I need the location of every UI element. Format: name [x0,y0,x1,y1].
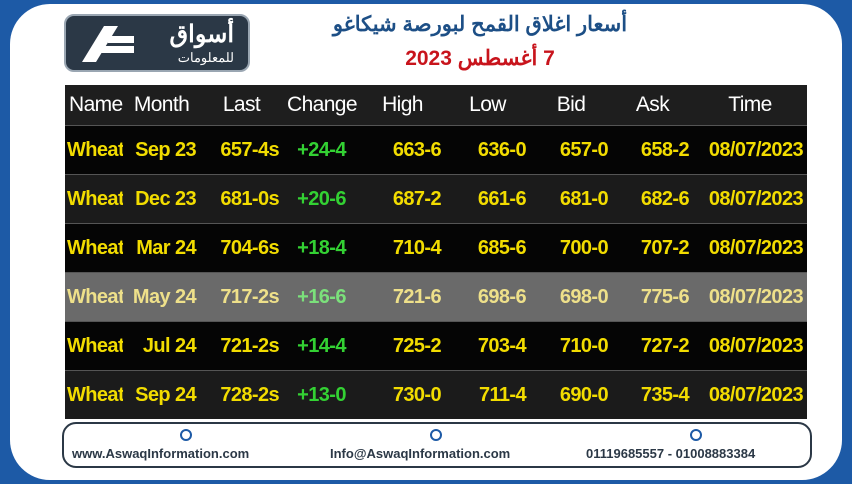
table-cell: 663-6 [360,125,445,175]
logo: أسواق للمعلومات [64,14,250,72]
column-header: Ask [612,85,693,126]
table-cell: 725-2 [360,321,445,371]
website: www.AswaqInformation.com [72,446,250,461]
table-cell: 08/07/2023 [693,223,807,273]
table-cell: May 24 [123,272,200,322]
table-cell: Wheat [65,370,123,419]
column-header: Last [200,85,283,126]
logo-icon [82,26,134,62]
logo-name: أسواق [169,21,234,48]
table-cell: 735-4 [612,370,693,419]
table-row: Wheat Jul 24 721-2s +14-4 725-2 703-4 710-0 727… [65,321,807,371]
table-cell: 730-0 [360,370,445,419]
table-cell: 681-0 [530,174,612,224]
column-header: Low [445,85,530,126]
table-row: Wheat Dec 23 681-0s +20-6 687-2 661-6 681-0 682… [65,174,807,224]
table-cell: 08/07/2023 [693,321,807,371]
column-header: Name [65,85,123,126]
table-cell: 728-2s [200,370,283,419]
table-cell: Sep 23 [123,125,200,175]
table-cell: 700-0 [530,223,612,273]
table-cell: 682-6 [612,174,693,224]
column-header: High [360,85,445,126]
table-row: Wheat Mar 24 704-6s +18-4 710-4 685-6 700-0 707… [65,223,807,273]
table-cell: 657-4s [200,125,283,175]
table-cell: 698-6 [445,272,530,322]
table-cell: 687-2 [360,174,445,224]
phone-icon [690,429,702,441]
table-cell: Sep 24 [123,370,200,419]
table-cell: 711-4 [445,370,530,419]
table-cell: 08/07/2023 [693,174,807,224]
table-cell: 775-6 [612,272,693,322]
column-header: Month [123,85,200,126]
phone: 01119685557 - 01008883384 [586,446,756,461]
table-cell: 08/07/2023 [693,272,807,322]
table-cell: 710-4 [360,223,445,273]
table-cell: Wheat [65,321,123,371]
table-cell: Dec 23 [123,174,200,224]
table-cell: Wheat [65,223,123,273]
table-cell: +13-0 [283,370,360,419]
table-cell: 704-6s [200,223,283,273]
table-cell: 685-6 [445,223,530,273]
web-icon [180,429,192,441]
table-cell: 657-0 [530,125,612,175]
table-cell: 681-0s [200,174,283,224]
table-cell: 703-4 [445,321,530,371]
table-cell: Wheat [65,272,123,322]
table-cell: Wheat [65,125,123,175]
table-cell: +20-6 [283,174,360,224]
table-cell: Wheat [65,174,123,224]
table-cell: 707-2 [612,223,693,273]
header-row: Name Month Last Change High Low Bid Ask Time [65,85,807,126]
table-cell: 661-6 [445,174,530,224]
price-table: Name Month Last Change High Low Bid Ask Time Whe… [65,85,807,419]
table-cell: 658-2 [612,125,693,175]
table-cell: 690-0 [530,370,612,419]
logo-tagline: للمعلومات [177,50,234,65]
table-cell: 727-2 [612,321,693,371]
subtitle: 7 أغسطس 2023 [405,47,555,70]
table-cell: 710-0 [530,321,612,371]
table-cell: Mar 24 [123,223,200,273]
table-cell: +18-4 [283,223,360,273]
table-cell: +16-6 [283,272,360,322]
column-header: Bid [530,85,612,126]
table-cell: +24-4 [283,125,360,175]
email: Info@AswaqInformation.com [330,446,511,461]
table-cell: Jul 24 [123,321,200,371]
table-row: Wheat May 24 717-2s +16-6 721-6 698-6 698-0 775… [65,272,807,322]
table-cell: 721-6 [360,272,445,322]
column-header: Time [693,85,807,126]
table-cell: 721-2s [200,321,283,371]
footer: www.AswaqInformation.com Info@AswaqInfor… [62,422,812,468]
table-row: Wheat Sep 24 728-2s +13-0 730-0 711-4 690-0 735… [65,370,807,419]
title: أسعار اغلاق القمح لبورصة شيكاغو [332,13,628,36]
table-cell: 08/07/2023 [693,370,807,419]
table-cell: 717-2s [200,272,283,322]
column-header: Change [283,85,360,126]
table-cell: 636-0 [445,125,530,175]
table-cell: +14-4 [283,321,360,371]
table-cell: 698-0 [530,272,612,322]
table-cell: 08/07/2023 [693,125,807,175]
table-row: Wheat Sep 23 657-4s +24-4 663-6 636-0 657-0 658… [65,125,807,175]
mail-icon [430,429,442,441]
